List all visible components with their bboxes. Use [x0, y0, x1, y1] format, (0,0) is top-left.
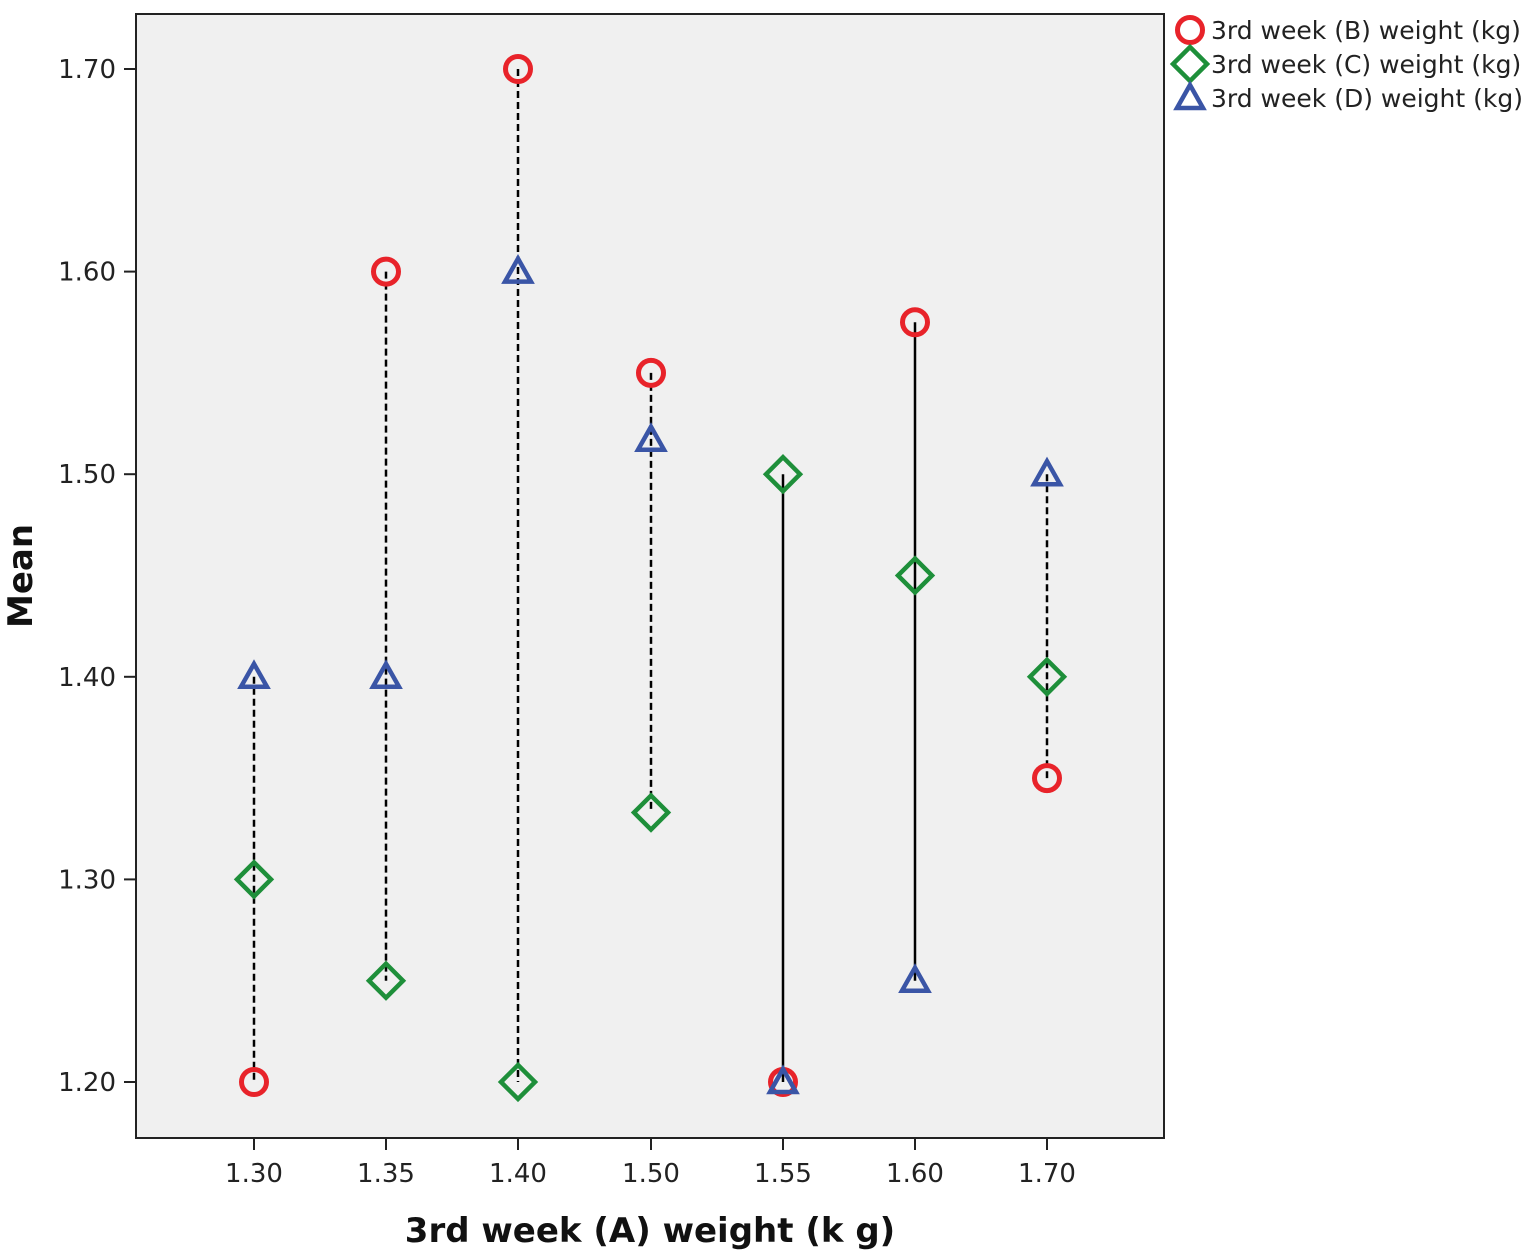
x-axis: 1.30 1.35 1.40 1.50 1.55 1.60 1.70 [225, 1138, 1076, 1189]
triangle-marker [898, 963, 932, 993]
legend-label: 3rd week (D) weight (kg) [1211, 84, 1523, 113]
y-tick-label: 1.60 [58, 258, 116, 288]
legend-circle-icon [1175, 15, 1205, 45]
drop-lines [252, 69, 1049, 1082]
y-tick-label: 1.50 [58, 460, 116, 490]
legend-label: 3rd week (C) weight (kg) [1211, 50, 1521, 79]
legend: 3rd week (B) weight (kg) 3rd week (C) wei… [1169, 15, 1523, 113]
y-tick-label: 1.40 [58, 663, 116, 693]
y-tick-label: 1.70 [58, 55, 116, 85]
x-tick-label: 1.30 [225, 1159, 283, 1189]
x-axis-title: 3rd week (A) weight (k g) [405, 1211, 895, 1251]
triangle-marker [634, 422, 668, 453]
diamond-marker [497, 1061, 539, 1103]
diamond-marker [233, 859, 275, 900]
circle-marker [371, 256, 401, 287]
diamond-marker [894, 555, 936, 596]
y-tick-label: 1.30 [58, 865, 116, 895]
triangle-marker [766, 1064, 800, 1095]
triangle-marker [1030, 456, 1064, 487]
circle-marker [1032, 763, 1062, 794]
diamond-marker [630, 792, 672, 833]
circle-marker [900, 307, 930, 338]
diamond-marker [762, 454, 804, 495]
diamond-marker [365, 960, 407, 1001]
circle-marker [503, 54, 533, 84]
circle-marker [239, 1067, 269, 1097]
x-tick-label: 1.40 [489, 1159, 547, 1189]
x-tick-label: 1.55 [754, 1159, 812, 1189]
x-tick-label: 1.50 [622, 1159, 680, 1189]
y-axis-title: Mean [1, 524, 41, 628]
legend-triangle-icon [1173, 80, 1207, 111]
y-tick-label: 1.20 [58, 1068, 116, 1098]
x-tick-label: 1.35 [357, 1159, 415, 1189]
triangle-marker [369, 659, 403, 690]
triangle-marker [237, 659, 271, 690]
circle-marker [636, 357, 666, 388]
triangle-marker [501, 254, 535, 284]
y-axis: 1.20 1.30 1.40 1.50 1.60 1.70 [58, 55, 136, 1098]
legend-label: 3rd week (B) weight (kg) [1211, 16, 1521, 45]
legend-diamond-icon [1169, 43, 1211, 85]
diamond-marker [1026, 656, 1068, 697]
x-tick-label: 1.70 [1018, 1159, 1076, 1189]
data-markers [233, 54, 1068, 1103]
x-tick-label: 1.60 [886, 1159, 944, 1189]
